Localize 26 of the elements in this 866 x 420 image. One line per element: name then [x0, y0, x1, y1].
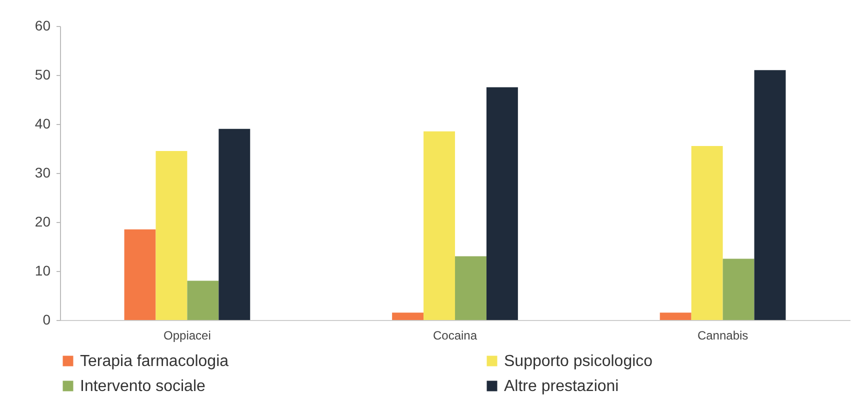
legend-label: Altre prestazioni: [504, 378, 619, 395]
bar: [156, 150, 188, 320]
y-tick-label: 10: [34, 262, 51, 278]
bar: [124, 229, 156, 320]
y-tick-label: 30: [34, 164, 51, 180]
bar: [218, 128, 250, 320]
x-tick-label: Cocaina: [432, 328, 478, 342]
y-tick-label: 0: [42, 312, 51, 328]
bar: [392, 312, 424, 320]
bar: [455, 256, 486, 320]
bar: [754, 70, 786, 320]
y-tick-label: 60: [34, 18, 51, 34]
bar: [691, 146, 723, 320]
x-tick-label: Oppiacei: [164, 328, 211, 342]
y-tick-label: 20: [34, 214, 51, 230]
bar: [424, 131, 455, 320]
bar: [486, 87, 518, 320]
legend-label: Terapia farmacologia: [80, 353, 229, 370]
legend-label: Supporto psicologico: [504, 353, 653, 370]
bar: [660, 312, 692, 320]
y-tick-label: 50: [34, 66, 51, 82]
bar: [722, 258, 754, 320]
x-tick-label: Cannabis: [697, 328, 748, 342]
legend-label: Intervento sociale: [80, 378, 206, 395]
bar: [187, 280, 219, 320]
y-tick-label: 40: [34, 116, 51, 132]
